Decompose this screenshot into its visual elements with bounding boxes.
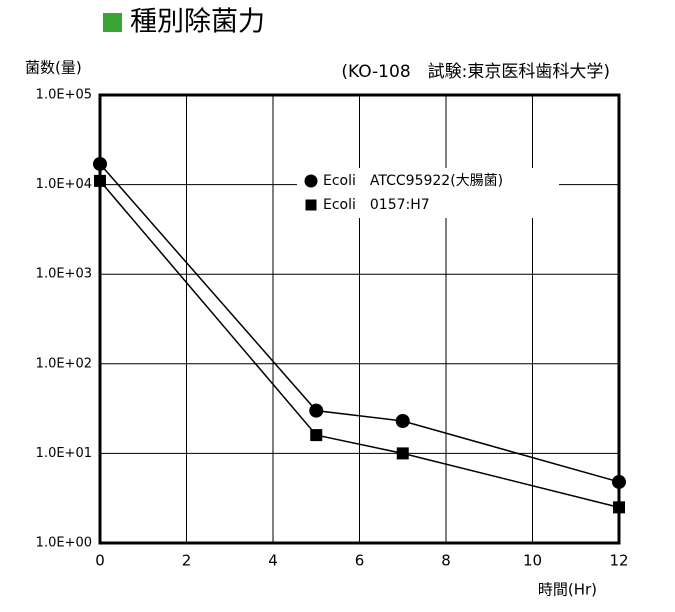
plot-frame xyxy=(98,93,621,545)
marker xyxy=(309,403,324,418)
x-tick-label: 2 xyxy=(182,552,192,570)
marker xyxy=(613,501,625,514)
x-tick-label: 10 xyxy=(523,552,542,570)
x-tick-label: 8 xyxy=(441,552,451,570)
y-tick-label: 1.0E+05 xyxy=(36,88,92,103)
y-tick-label: 1.0E+04 xyxy=(36,177,92,192)
marker xyxy=(305,199,317,211)
series-line xyxy=(99,180,620,509)
subtitle: (KO-108 試験:東京医科歯科大学) xyxy=(341,62,610,82)
legend-label: Ecoli 0157:H7 xyxy=(323,197,430,213)
x-tick-label: 0 xyxy=(95,552,105,570)
marker xyxy=(395,413,410,428)
x-tick-label: 4 xyxy=(268,552,278,570)
legend-box xyxy=(297,168,559,218)
chart-title: 種別除菌力 xyxy=(130,7,265,38)
y-tick-label: 1.0E+03 xyxy=(36,267,92,282)
x-tick-label: 12 xyxy=(609,552,628,570)
marker xyxy=(310,429,323,442)
series-line xyxy=(99,163,620,483)
y-axis-label: 菌数(量) xyxy=(25,59,82,77)
marker xyxy=(304,174,318,188)
y-tick-label: 1.0E+02 xyxy=(36,356,92,371)
marker xyxy=(93,156,107,171)
marker xyxy=(94,174,106,187)
marker xyxy=(396,447,409,460)
title-icon xyxy=(103,13,122,32)
x-tick-label: 6 xyxy=(355,552,365,570)
x-axis-label: 時間(Hr) xyxy=(538,581,597,599)
y-tick-label: 1.0E+01 xyxy=(36,446,92,461)
marker xyxy=(612,474,626,489)
legend-label: Ecoli ATCC95922(大腸菌) xyxy=(323,173,503,189)
y-tick-label: 1.0E+00 xyxy=(36,536,92,551)
